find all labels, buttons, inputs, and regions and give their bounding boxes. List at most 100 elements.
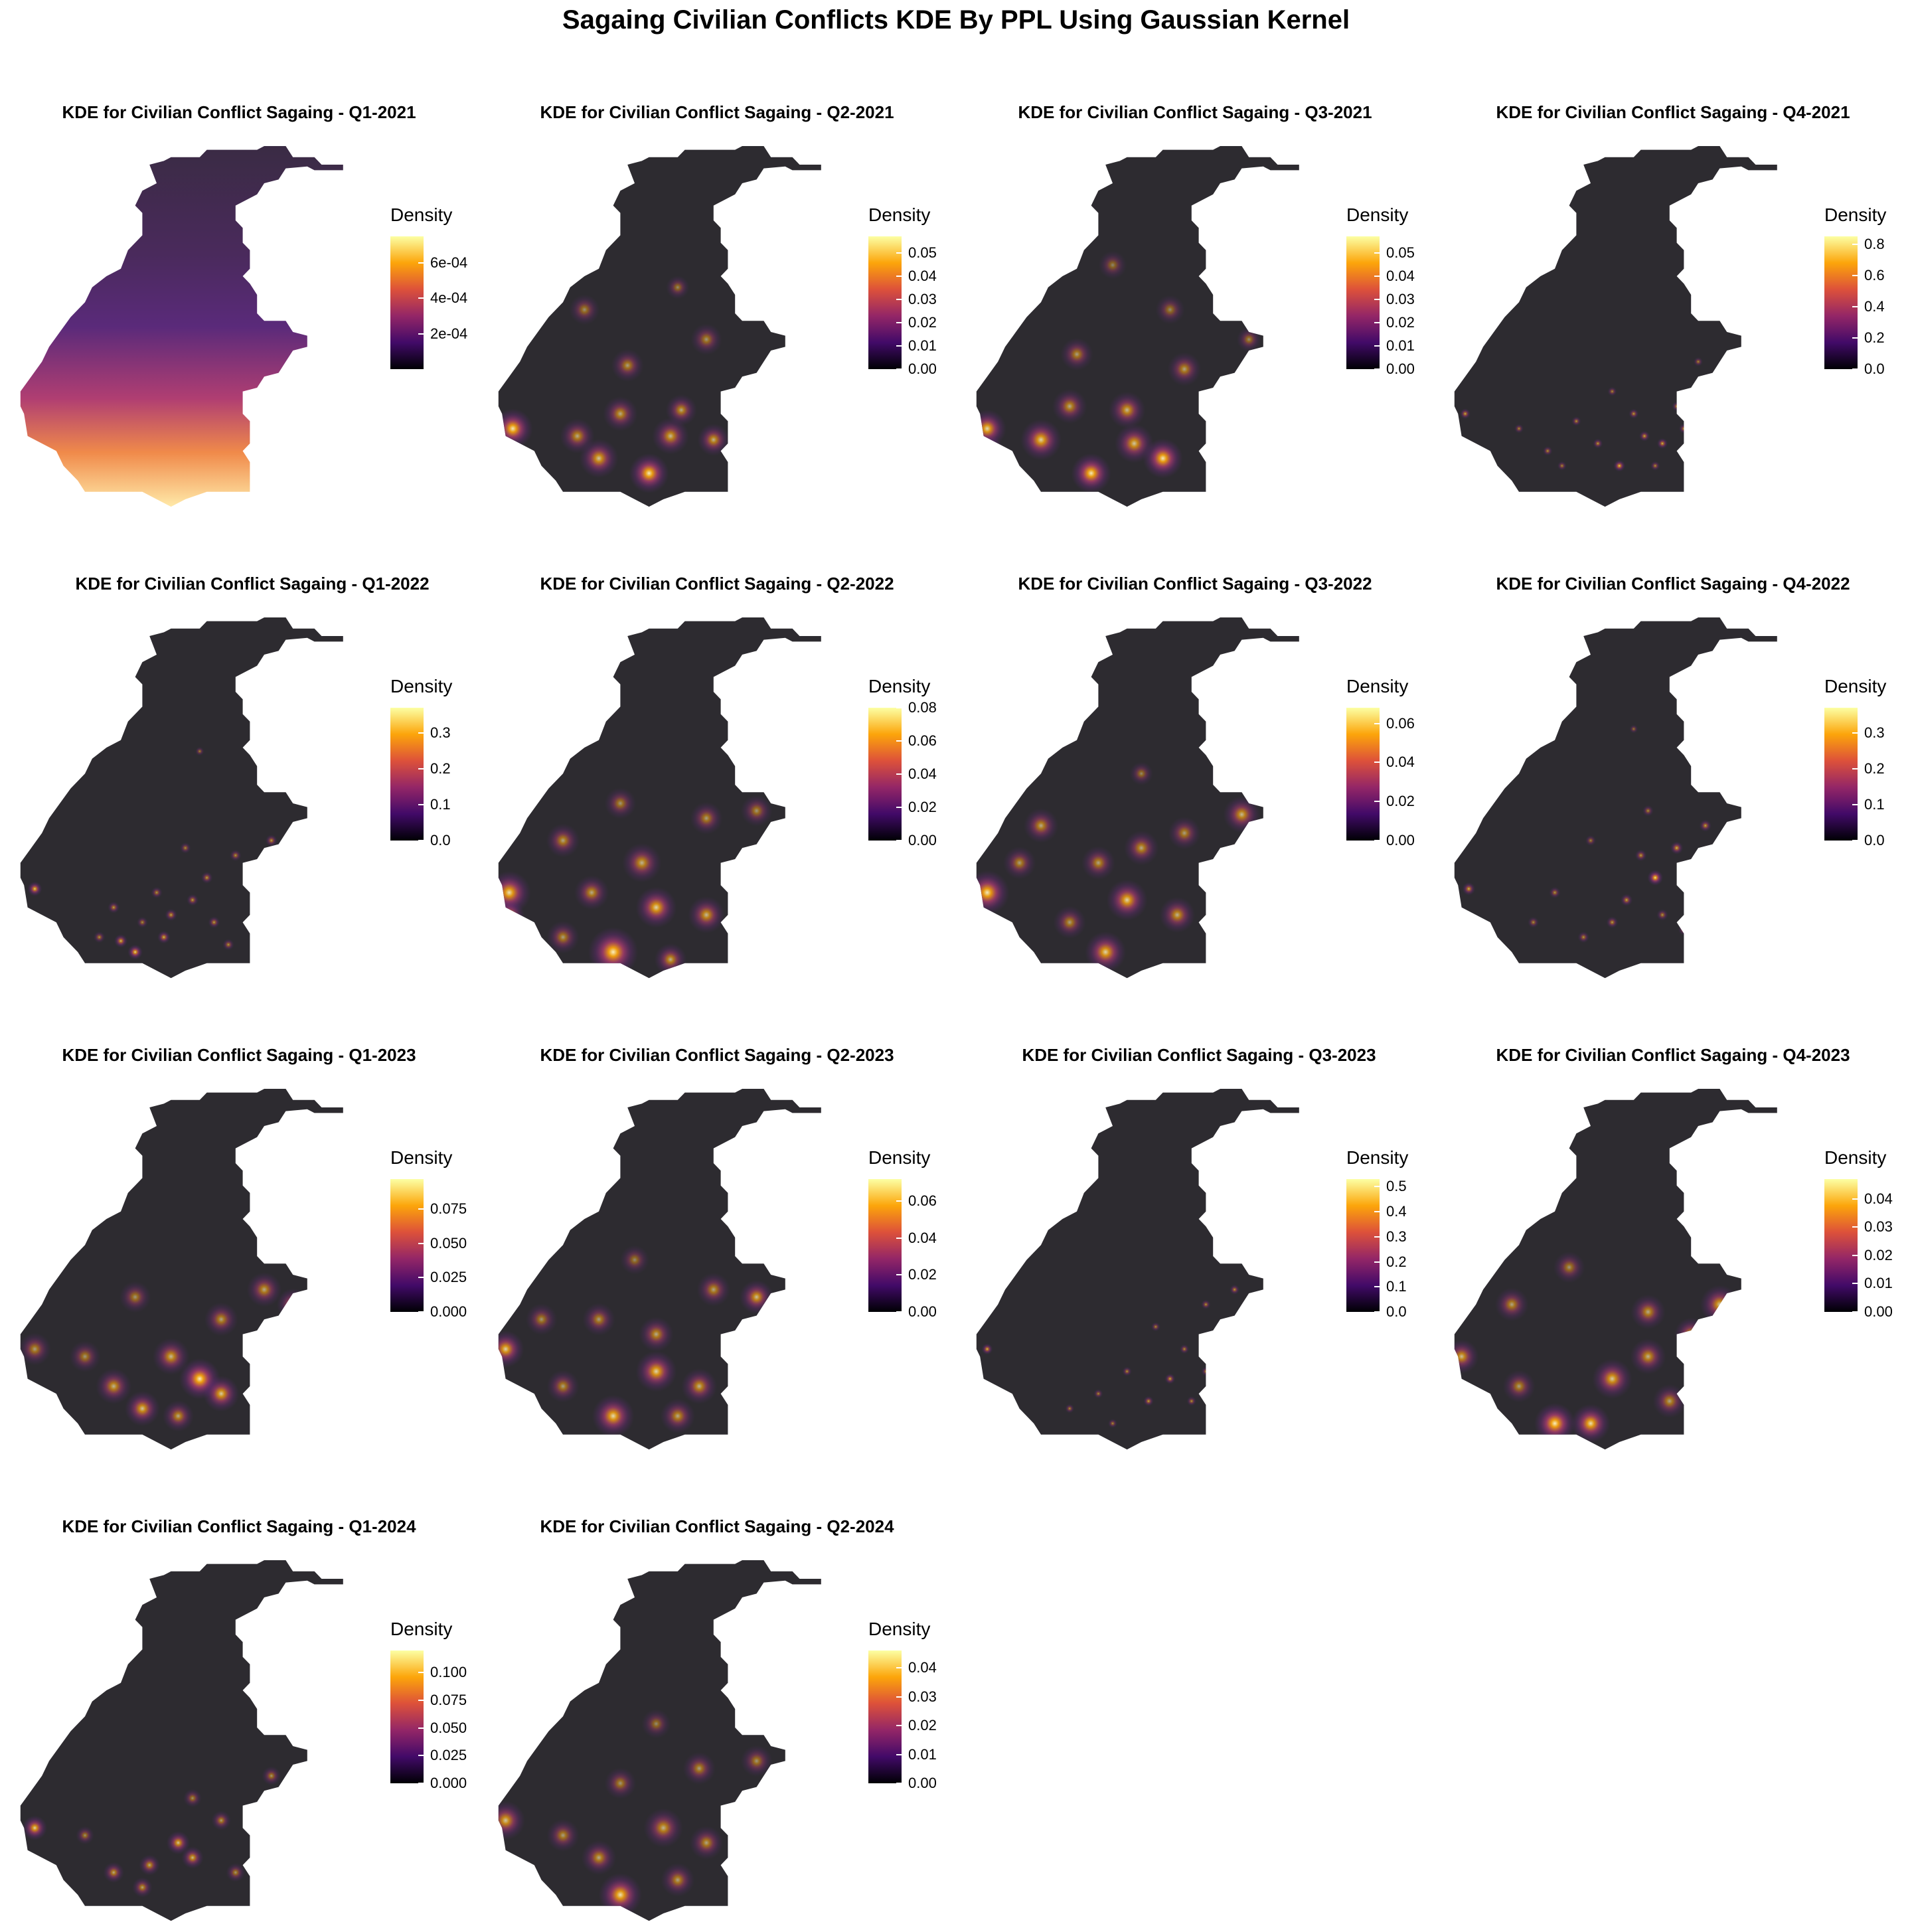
- density-hotspot: [1494, 1287, 1529, 1322]
- density-map: [976, 146, 1299, 507]
- panel-q4-2023: KDE for Civilian Conflict Sagaing - Q4-2…: [1434, 989, 1912, 1461]
- colorbar: [868, 1650, 902, 1783]
- density-hotspot: [976, 870, 1010, 915]
- colorbar-tick-label: 0.02: [1386, 793, 1415, 810]
- colorbar-tick-label: 0.1: [1864, 795, 1885, 813]
- density-hotspot: [1534, 1403, 1575, 1444]
- colorbar-tick-label: 0.04: [1386, 267, 1415, 284]
- panel-title: KDE for Civilian Conflict Sagaing - Q1-2…: [62, 1516, 416, 1536]
- density-hotspot: [639, 1317, 674, 1352]
- density-hotspot: [200, 872, 213, 884]
- density-hotspot: [498, 408, 533, 449]
- density-hotspot: [1052, 388, 1087, 424]
- panel-title: KDE for Civilian Conflict Sagaing - Q2-2…: [540, 1045, 894, 1065]
- colorbar-tick-label: 0.02: [908, 313, 937, 331]
- colorbar-tick-label: 0.01: [908, 1745, 937, 1763]
- colorbar-tick-label: 0.2: [1864, 760, 1885, 777]
- density-hotspot: [152, 1338, 190, 1375]
- colorbar-tick-label: 0.06: [1386, 714, 1415, 732]
- colorbar-tick-label: 0.3: [430, 724, 451, 741]
- colorbar-tick-label: 0.4: [1386, 1203, 1407, 1220]
- panel-q2-2024: KDE for Civilian Conflict Sagaing - Q2-2…: [478, 1461, 956, 1932]
- density-hotspot: [665, 394, 697, 426]
- density-hotspot: [498, 900, 524, 930]
- legend-title: Density: [390, 676, 453, 696]
- density-hotspot: [230, 849, 242, 861]
- panel-title: KDE for Civilian Conflict Sagaing - Q3-2…: [1018, 102, 1372, 122]
- colorbar-tick-label: 0.100: [430, 1664, 467, 1681]
- density-hotspot: [1093, 1389, 1103, 1399]
- density-map: [1454, 617, 1777, 979]
- colorbar-tick-label: 0.6: [1864, 266, 1885, 283]
- density-hotspot: [1124, 831, 1159, 866]
- density-hotspot: [1672, 401, 1682, 412]
- density-hotspot: [643, 1808, 683, 1848]
- sagaing-region-shape: [1454, 1089, 1777, 1450]
- colorbar-tick-mark: [1374, 345, 1380, 347]
- density-hotspot: [124, 1391, 160, 1427]
- colorbar-tick-mark: [1374, 1186, 1380, 1188]
- colorbar-tick-mark: [1374, 1286, 1380, 1288]
- colorbar-tick-mark: [896, 740, 902, 742]
- colorbar-tick-label: 0.00: [908, 832, 937, 848]
- colorbar-tick-mark: [896, 1667, 902, 1669]
- density-map: [498, 617, 821, 979]
- density-hotspot: [1085, 931, 1127, 973]
- colorbar-tick-label: 0.5: [1386, 1178, 1407, 1195]
- colorbar-tick-label: 0.2: [1864, 329, 1885, 346]
- colorbar-tick-mark: [418, 732, 424, 734]
- density-hotspot: [688, 896, 725, 933]
- density-hotspot: [1514, 424, 1524, 434]
- density-hotspot: [588, 927, 639, 977]
- density-hotspot: [1122, 1366, 1132, 1376]
- density-hotspot: [1642, 805, 1654, 817]
- density-hotspot: [654, 943, 687, 976]
- density-hotspot: [151, 886, 163, 898]
- density-hotspot: [1593, 438, 1603, 449]
- density-hotspot: [690, 323, 722, 355]
- colorbar-tick-mark: [896, 345, 902, 347]
- colorbar-tick-label: 0.04: [908, 1229, 937, 1246]
- density-hotspot: [1634, 849, 1647, 862]
- colorbar-tick-mark: [896, 807, 902, 808]
- density-hotspot: [181, 1846, 204, 1869]
- density-hotspot: [1155, 295, 1185, 325]
- sagaing-region-shape: [20, 617, 343, 979]
- density-hotspot: [1168, 817, 1201, 850]
- density-hotspot: [498, 1330, 524, 1368]
- colorbar-tick-mark: [418, 1208, 424, 1210]
- density-hotspot: [1674, 1317, 1708, 1351]
- colorbar-tick-mark: [896, 1200, 902, 1202]
- colorbar-tick-label: 0.04: [908, 267, 937, 284]
- colorbar-tick-label: 0.04: [1864, 1190, 1893, 1207]
- density-hotspot: [69, 1340, 101, 1372]
- density-hotspot: [689, 1826, 724, 1860]
- colorbar-tick-mark: [896, 252, 902, 254]
- colorbar-tick-label: 0.06: [908, 1192, 937, 1210]
- density-hotspot: [690, 801, 723, 835]
- colorbar-tick-label: 0.00: [908, 1775, 937, 1791]
- colorbar: [1346, 236, 1380, 369]
- colorbar-tick-mark: [418, 1783, 424, 1784]
- density-hotspot: [1629, 408, 1639, 419]
- colorbar-tick-mark: [1852, 305, 1858, 307]
- colorbar-tick-mark: [1374, 1261, 1380, 1263]
- density-hotspot: [1502, 1370, 1536, 1403]
- density-hotspot: [1236, 327, 1261, 352]
- colorbar-tick-mark: [1852, 1226, 1858, 1228]
- density-hotspot: [592, 1394, 635, 1437]
- colorbar-tick-mark: [1374, 1311, 1380, 1313]
- density-hotspot: [246, 1272, 282, 1307]
- density-hotspot: [1543, 446, 1553, 456]
- density-hotspot: [1129, 762, 1153, 785]
- panel-title: KDE for Civilian Conflict Sagaing - Q4-2…: [1496, 102, 1850, 122]
- panel-q3-2023: KDE for Civilian Conflict Sagaing - Q3-2…: [956, 989, 1434, 1461]
- colorbar-tick-mark: [896, 275, 902, 277]
- colorbar-tick-label: 6e-04: [430, 254, 468, 271]
- density-hotspot: [1679, 424, 1689, 434]
- legend-title: Density: [1346, 204, 1409, 225]
- sagaing-region-shape: [1454, 617, 1777, 979]
- colorbar: [1346, 1179, 1380, 1312]
- density-hotspot: [137, 916, 148, 928]
- density-hotspot: [976, 434, 1004, 468]
